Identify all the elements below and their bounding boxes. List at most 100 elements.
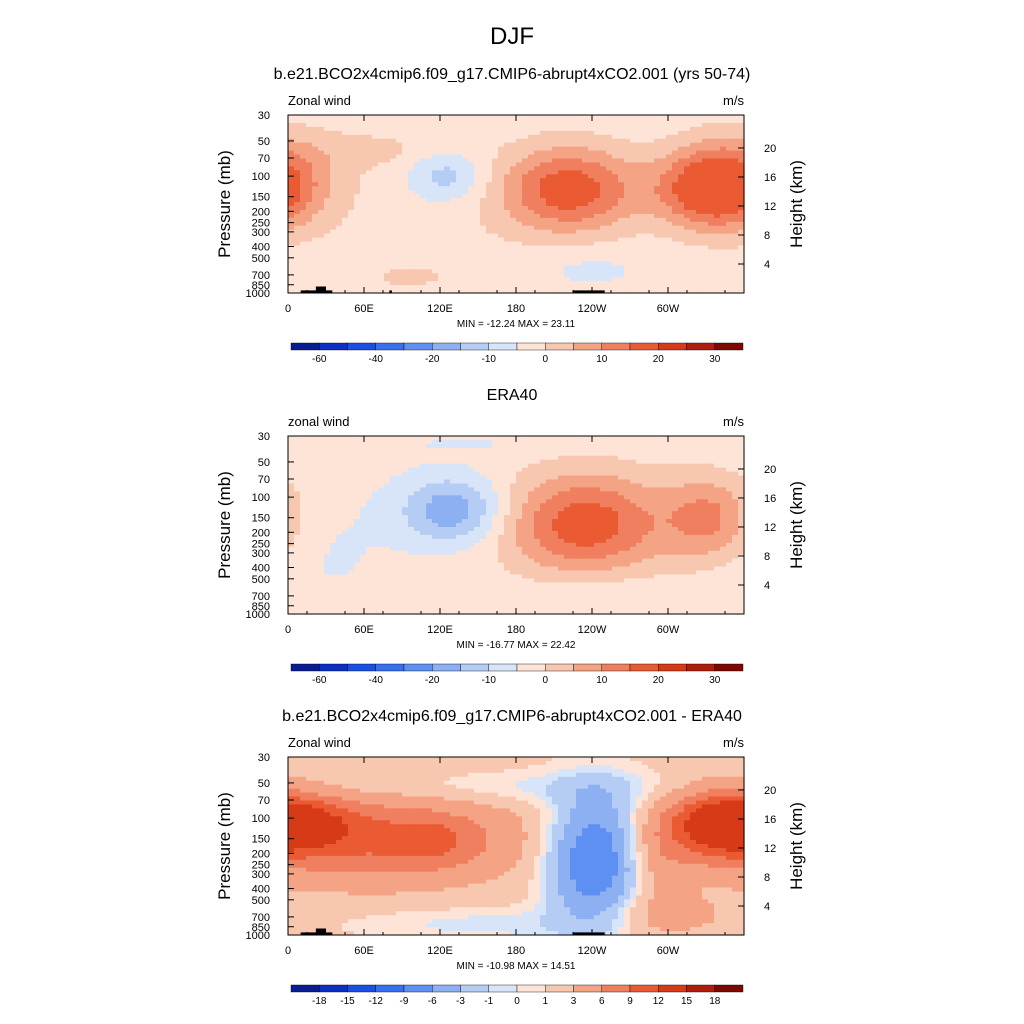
field-cell xyxy=(354,245,361,251)
field-cell xyxy=(576,115,583,120)
field-cell xyxy=(660,209,667,215)
field-cell xyxy=(690,237,697,243)
field-cell xyxy=(390,261,397,266)
field-cell xyxy=(504,190,511,195)
field-cell xyxy=(534,491,541,496)
field-cell xyxy=(312,142,319,148)
field-cell xyxy=(720,115,727,120)
field-cell xyxy=(720,455,727,461)
field-cell xyxy=(438,289,445,294)
field-cell xyxy=(432,455,439,461)
field-cell xyxy=(300,273,307,278)
field-cell xyxy=(594,134,601,140)
field-cell xyxy=(474,277,481,282)
field-cell xyxy=(588,233,595,239)
field-cell xyxy=(654,170,661,175)
field-cell xyxy=(726,202,733,207)
field-cell xyxy=(720,467,727,473)
field-cell xyxy=(534,436,541,441)
field-cell xyxy=(426,285,433,290)
field-cell xyxy=(402,447,409,453)
field-cell xyxy=(618,198,625,203)
field-cell xyxy=(366,150,373,156)
field-cell xyxy=(618,487,625,492)
field-cell xyxy=(336,281,343,286)
field-cell xyxy=(732,491,739,496)
field-cell xyxy=(678,174,685,179)
field-cell xyxy=(450,281,457,286)
field-cell xyxy=(348,436,355,441)
field-cell xyxy=(306,475,313,481)
field-cell xyxy=(612,285,619,290)
field-cell xyxy=(666,455,673,461)
panel-title: b.e21.BCO2x4cmip6.f09_g17.CMIP6-abrupt4x… xyxy=(274,66,751,83)
field-cell xyxy=(360,115,367,120)
field-cell xyxy=(318,213,325,219)
field-cell xyxy=(552,221,559,227)
field-cell xyxy=(666,285,673,290)
field-cell xyxy=(294,455,301,461)
field-cell xyxy=(570,257,577,262)
field-cell xyxy=(456,170,463,175)
field-cell xyxy=(432,138,439,144)
field-cell xyxy=(522,249,529,255)
field-cell xyxy=(528,503,535,508)
field-cell xyxy=(510,285,517,290)
field-cell xyxy=(462,499,469,504)
field-cell xyxy=(414,289,421,294)
field-cell xyxy=(450,447,457,453)
field-cell xyxy=(366,281,373,286)
field-cell xyxy=(372,273,379,278)
field-cell xyxy=(648,225,655,231)
field-cell xyxy=(312,245,319,251)
field-cell xyxy=(654,265,661,270)
field-cell xyxy=(354,285,361,290)
field-cell xyxy=(660,178,667,183)
field-cell xyxy=(384,209,391,215)
field-cell xyxy=(324,122,331,128)
field-cell xyxy=(636,261,643,266)
field-cell xyxy=(354,253,361,258)
field-cell xyxy=(330,134,337,140)
field-cell xyxy=(624,190,631,195)
field-cell xyxy=(642,213,649,219)
field-cell xyxy=(714,209,721,215)
field-cell xyxy=(546,479,553,485)
field-cell xyxy=(546,289,553,294)
field-cell xyxy=(618,241,625,247)
field-cell xyxy=(720,459,727,465)
field-cell xyxy=(408,281,415,286)
field-cell xyxy=(312,174,319,179)
field-cell xyxy=(612,265,619,270)
field-cell xyxy=(330,249,337,255)
field-cell xyxy=(330,209,337,215)
field-cell xyxy=(486,170,493,175)
field-cell xyxy=(294,154,301,160)
field-cell xyxy=(588,237,595,243)
field-cell xyxy=(450,229,457,235)
field-cell xyxy=(432,487,439,492)
field-cell xyxy=(564,198,571,203)
field-cell xyxy=(516,281,523,286)
field-cell xyxy=(396,281,403,286)
field-cell xyxy=(546,503,553,508)
field-cell xyxy=(408,455,415,461)
field-cell xyxy=(708,487,715,492)
field-cell xyxy=(702,225,709,231)
field-cell xyxy=(588,182,595,187)
field-cell xyxy=(438,229,445,235)
field-cell xyxy=(720,285,727,290)
field-cell xyxy=(582,265,589,270)
field-cell xyxy=(516,451,523,457)
field-cell xyxy=(726,479,733,485)
field-cell xyxy=(414,277,421,282)
field-cell xyxy=(414,178,421,183)
field-cell xyxy=(438,261,445,266)
field-cell xyxy=(666,475,673,481)
field-cell xyxy=(564,439,571,445)
field-cell xyxy=(732,205,739,211)
field-cell xyxy=(312,467,319,473)
field-cell xyxy=(372,277,379,282)
field-cell xyxy=(720,443,727,449)
field-cell xyxy=(522,285,529,290)
